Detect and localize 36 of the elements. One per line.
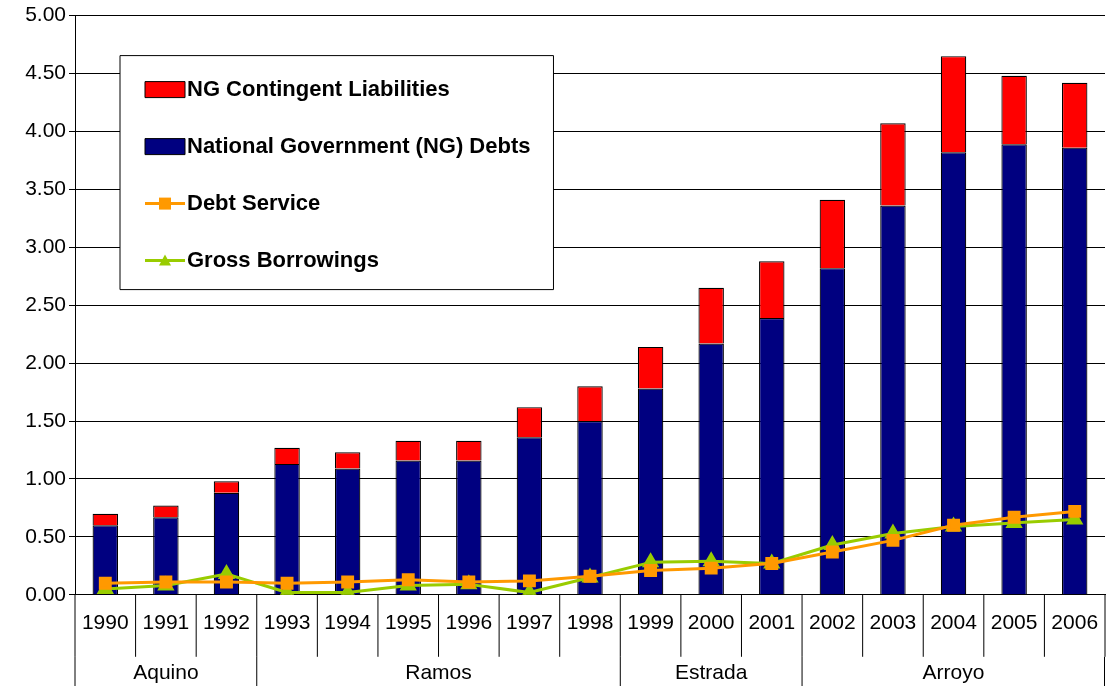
text: Estrada <box>674 659 748 683</box>
legend-label: NG Contingent Liabilities <box>187 75 450 101</box>
y-tick-label: 0.00 <box>25 581 66 605</box>
x-tick-label: 2003 <box>869 610 917 634</box>
y-tick-label: 2.50 <box>25 292 66 315</box>
x-tick-label: 2000 <box>687 610 735 634</box>
text: Ramos <box>405 659 472 683</box>
y-tick-label: 5.00 <box>25 2 66 26</box>
y-tick-label: 3.50 <box>25 176 66 200</box>
y-tick-label: 1.00 <box>25 465 66 489</box>
x-tick-label: 1994 <box>324 610 372 634</box>
y-tick-label: 4.50 <box>25 60 66 84</box>
y-tick-label: 0.50 <box>25 523 66 547</box>
x-tick-label: 1999 <box>627 610 674 634</box>
x-tick-label: 1996 <box>445 610 493 634</box>
x-tick-label: 2002 <box>808 610 856 634</box>
x-tick-label: 2001 <box>748 610 796 634</box>
x-tick-label: 1995 <box>384 610 432 634</box>
x-tick-label: 2006 <box>1051 610 1099 634</box>
x-tick-label: 1990 <box>81 610 129 634</box>
x-tick-label: 1991 <box>142 610 190 634</box>
text: Aquino <box>133 659 199 683</box>
x-tick-label: 2005 <box>990 610 1038 634</box>
x-tick-label: 1993 <box>263 610 311 634</box>
y-tick-label: 4.00 <box>25 118 66 142</box>
x-tick-label: 1992 <box>203 610 250 634</box>
x-tick-label: 2004 <box>930 610 978 634</box>
y-tick-label: 2.00 <box>25 349 66 373</box>
legend-label: Debt Service <box>187 189 321 215</box>
y-tick-label: 1.50 <box>25 407 66 431</box>
x-tick-label: 1998 <box>566 610 614 634</box>
y-tick-label: 3.00 <box>25 234 66 258</box>
text: Arroyo <box>922 659 985 683</box>
x-tick-label: 1997 <box>506 610 553 634</box>
legend-label: Gross Borrowings <box>187 246 379 272</box>
legend-label: National Government (NG) Debts <box>187 132 531 158</box>
